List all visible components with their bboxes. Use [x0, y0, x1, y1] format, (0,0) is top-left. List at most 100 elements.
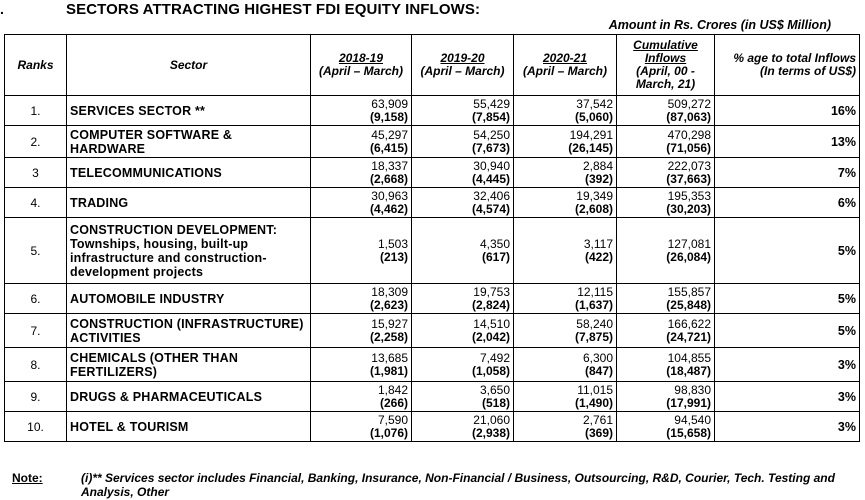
- value-2018-19-usd: (2,668): [369, 171, 408, 186]
- value-cumulative-cell: 509,272 (87,063): [616, 95, 715, 126]
- value-2018-19-inr: 18,309: [371, 284, 408, 299]
- value-cumulative-usd: (30,203): [666, 201, 711, 216]
- header-percentage: % age to total Inflows (In terms of US$): [714, 34, 860, 96]
- header-cumulative-label: Cumulative Inflows: [633, 38, 698, 65]
- header-2019-20-sub: (April – March): [420, 64, 505, 78]
- value-2019-20-inr: 32,406: [473, 188, 510, 203]
- value-2018-19-inr: 45,297: [371, 127, 408, 142]
- value-2020-21-usd: (422): [584, 249, 613, 264]
- value-2020-21-inr: 37,542: [576, 96, 613, 111]
- value-2018-19-cell: 45,297 (6,415): [310, 125, 412, 158]
- rank-cell: 10.: [4, 411, 67, 442]
- value-2018-19-usd: (2,623): [369, 297, 408, 312]
- value-cumulative-inr: 155,857: [667, 284, 711, 299]
- value-2018-19-cell: 18,309 (2,623): [310, 283, 412, 314]
- header-2020-21-label: 2020-21: [542, 51, 588, 65]
- table-row: 7. CONSTRUCTION (INFRASTRUCTURE) ACTIVITI…: [4, 313, 860, 348]
- header-cumulative: Cumulative Inflows (April, 00 - March, 2…: [616, 34, 715, 96]
- value-2018-19-cell: 13,685 (1,981): [310, 347, 412, 382]
- table-row: 5. CONSTRUCTION DEVELOPMENT: Townships, h…: [4, 217, 860, 284]
- percentage-cell: 5%: [714, 313, 860, 348]
- sector-cell: CONSTRUCTION DEVELOPMENT: Townships, hou…: [66, 217, 311, 284]
- value-2018-19-inr: 1,842: [377, 382, 408, 397]
- value-cumulative-cell: 166,622 (24,721): [616, 313, 715, 348]
- value-2020-21-inr: 3,117: [583, 236, 613, 251]
- value-2018-19-usd: (4,462): [369, 201, 408, 216]
- value-2019-20-cell: 7,492 (1,058): [411, 347, 514, 382]
- value-2018-19-cell: 30,963 (4,462): [310, 187, 412, 218]
- rank-cell: 5.: [4, 217, 67, 284]
- value-2020-21-inr: 2,761: [582, 412, 613, 427]
- value-2018-19-inr: 63,909: [371, 96, 408, 111]
- note-label: Note:: [12, 471, 43, 485]
- value-cumulative-usd: (24,721): [666, 329, 711, 344]
- value-2018-19-cell: 15,927 (2,258): [310, 313, 412, 348]
- value-2019-20-inr: 30,940: [473, 158, 510, 173]
- value-2019-20-usd: (7,673): [471, 140, 510, 155]
- header-sector: Sector: [66, 34, 311, 96]
- value-2020-21-usd: (7,875): [574, 329, 613, 344]
- value-2020-21-usd: (369): [584, 425, 613, 440]
- unit-note: Amount in Rs. Crores (in US$ Million): [608, 18, 831, 32]
- table-row: 3 TELECOMMUNICATIONS 18,337 (2,668) 30,940 (4…: [4, 157, 860, 188]
- rank-cell: 8.: [4, 347, 67, 382]
- percentage-cell: 6%: [714, 187, 860, 218]
- value-2020-21-usd: (26,145): [568, 140, 613, 155]
- value-2019-20-usd: (2,938): [471, 425, 510, 440]
- value-2018-19-cell: 1,842 (266): [310, 381, 412, 412]
- value-cumulative-usd: (37,663): [666, 171, 711, 186]
- header-2019-20: 2019-20 (April – March): [411, 34, 514, 96]
- value-2018-19-inr: 18,337: [371, 158, 408, 173]
- value-2020-21-usd: (5,060): [574, 109, 613, 124]
- value-cumulative-cell: 127,081 (26,084): [616, 217, 715, 284]
- value-2018-19-usd: (9,158): [369, 109, 408, 124]
- value-2020-21-inr: 12,115: [577, 284, 613, 299]
- value-2019-20-inr: 3,650: [479, 382, 510, 397]
- value-2019-20-cell: 21,060 (2,938): [411, 411, 514, 442]
- rank-cell: 6.: [4, 283, 67, 314]
- value-cumulative-inr: 104,855: [667, 350, 711, 365]
- value-2019-20-usd: (7,854): [471, 109, 510, 124]
- header-rank: Ranks: [4, 34, 67, 96]
- note-text: (i)** Services sector includes Financial…: [81, 471, 835, 499]
- value-2020-21-usd: (1,490): [574, 395, 613, 410]
- value-2019-20-cell: 19,753 (2,824): [411, 283, 514, 314]
- value-2020-21-inr: 2,884: [582, 158, 613, 173]
- rank-cell: 9.: [4, 381, 67, 412]
- sector-cell: HOTEL & TOURISM: [66, 411, 311, 442]
- sector-cell: CHEMICALS (OTHER THAN FERTILIZERS): [66, 347, 311, 382]
- table-row: 6. AUTOMOBILE INDUSTRY 18,309 (2,623) 19,753…: [4, 283, 860, 314]
- header-cumulative-sub: (April, 00 - March, 21): [635, 64, 696, 91]
- header-2018-19: 2018-19 (April – March): [310, 34, 412, 96]
- sector-cell: DRUGS & PHARMACEUTICALS: [66, 381, 311, 412]
- value-cumulative-usd: (87,063): [666, 109, 711, 124]
- value-2020-21-cell: 19,349 (2,608): [513, 187, 617, 218]
- value-cumulative-usd: (15,658): [666, 425, 711, 440]
- value-cumulative-cell: 98,830 (17,991): [616, 381, 715, 412]
- value-cumulative-inr: 509,272: [667, 96, 711, 111]
- value-2018-19-inr: 30,963: [371, 188, 408, 203]
- value-2019-20-usd: (1,058): [471, 363, 510, 378]
- header-2018-19-sub: (April – March): [318, 64, 403, 78]
- percentage-cell: 16%: [714, 95, 860, 126]
- table-row: 8. CHEMICALS (OTHER THAN FERTILIZERS) 13,6…: [4, 347, 860, 382]
- value-2019-20-cell: 3,650 (518): [411, 381, 514, 412]
- value-cumulative-inr: 195,353: [667, 188, 711, 203]
- value-2018-19-cell: 63,909 (9,158): [310, 95, 412, 126]
- value-2020-21-cell: 12,115 (1,637): [513, 283, 617, 314]
- value-2018-19-usd: (2,258): [369, 329, 408, 344]
- value-2019-20-usd: (4,574): [471, 201, 510, 216]
- value-cumulative-inr: 127,081: [667, 236, 711, 251]
- value-2020-21-inr: 58,240: [576, 316, 613, 331]
- value-2020-21-cell: 194,291 (26,145): [513, 125, 617, 158]
- value-cumulative-usd: (17,991): [666, 395, 711, 410]
- value-cumulative-cell: 155,857 (25,848): [616, 283, 715, 314]
- value-2019-20-usd: (4,445): [471, 171, 510, 186]
- value-2019-20-usd: (2,042): [471, 329, 510, 344]
- value-2019-20-cell: 4,350 (617): [411, 217, 514, 284]
- value-cumulative-inr: 98,830: [674, 382, 711, 397]
- value-2020-21-cell: 37,542 (5,060): [513, 95, 617, 126]
- value-cumulative-cell: 195,353 (30,203): [616, 187, 715, 218]
- value-cumulative-usd: (26,084): [666, 249, 711, 264]
- percentage-cell: 13%: [714, 125, 860, 158]
